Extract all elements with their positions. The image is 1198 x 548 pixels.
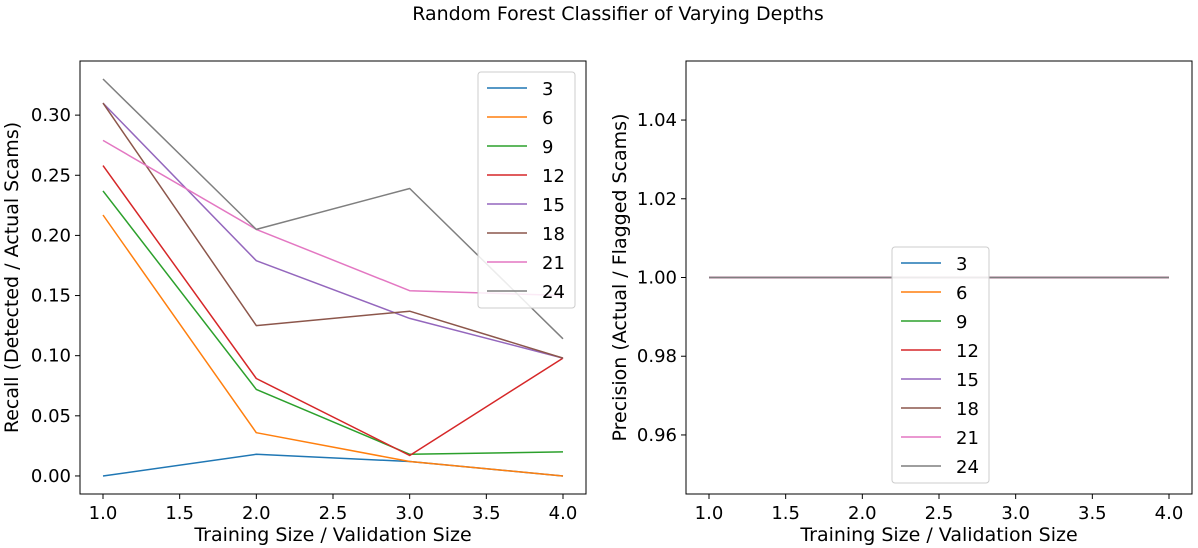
precision-xtick-label: 1.5 bbox=[771, 503, 800, 524]
precision-legend: 3 6 9 12 15 18 21 24 bbox=[891, 246, 990, 484]
precision-legend-label-21: 21 bbox=[956, 428, 979, 449]
precision-legend-label-24: 24 bbox=[956, 457, 979, 478]
precision-legend-label-9: 9 bbox=[956, 312, 967, 333]
precision-xtick-label: 2.0 bbox=[848, 503, 877, 524]
precision-legend-label-15: 15 bbox=[956, 370, 979, 391]
recall-legend-label-21: 21 bbox=[542, 253, 565, 274]
recall-series-line-3 bbox=[102, 453, 564, 477]
recall-series-group bbox=[102, 78, 564, 477]
recall-legend-label-9: 9 bbox=[542, 137, 553, 158]
recall-chart: 1.0 1.5 2.0 2.5 3.0 3.5 4.0 0.00 0.05 0.10 0.15 0.2… bbox=[1, 60, 587, 546]
recall-ytick-label: 0.00 bbox=[31, 466, 71, 487]
recall-xtick-label: 3.0 bbox=[395, 503, 424, 524]
recall-legend-label-6: 6 bbox=[542, 108, 553, 129]
recall-legend-label-24: 24 bbox=[542, 282, 565, 303]
recall-xtick-label: 4.0 bbox=[549, 503, 578, 524]
recall-ytick-label: 0.25 bbox=[31, 165, 71, 186]
precision-ytick-label: 0.96 bbox=[637, 425, 677, 446]
recall-legend: 3 6 9 12 15 18 21 24 bbox=[477, 71, 576, 309]
recall-series-line-15 bbox=[102, 102, 564, 359]
precision-xtick-label: 3.0 bbox=[1001, 503, 1030, 524]
precision-xtick-label: 1.0 bbox=[695, 503, 724, 524]
precision-ytick-label: 1.04 bbox=[637, 110, 677, 131]
recall-xtick-label: 3.5 bbox=[472, 503, 501, 524]
precision-legend-label-18: 18 bbox=[956, 399, 979, 420]
recall-xlabel: Training Size / Validation Size bbox=[193, 524, 471, 546]
precision-chart: 1.0 1.5 2.0 2.5 3.0 3.5 4.0 0.96 0.98 1.00 1.02 1.0… bbox=[609, 60, 1193, 546]
recall-xtick-label: 1.5 bbox=[165, 503, 194, 524]
recall-ytick-label: 0.20 bbox=[31, 225, 71, 246]
recall-xtick-label: 2.5 bbox=[319, 503, 348, 524]
precision-legend-box bbox=[891, 246, 990, 484]
precision-ytick-label: 1.00 bbox=[637, 268, 677, 289]
recall-ytick-label: 0.30 bbox=[31, 105, 71, 126]
recall-series-line-6 bbox=[102, 214, 564, 477]
precision-ytick-label: 0.98 bbox=[637, 346, 677, 367]
recall-xtick-label: 1.0 bbox=[89, 503, 118, 524]
precision-ytick-label: 1.02 bbox=[637, 189, 677, 210]
recall-legend-label-15: 15 bbox=[542, 195, 565, 216]
recall-legend-label-3: 3 bbox=[542, 79, 553, 100]
recall-legend-label-12: 12 bbox=[542, 166, 565, 187]
precision-legend-label-12: 12 bbox=[956, 341, 979, 362]
precision-legend-label-6: 6 bbox=[956, 283, 967, 304]
recall-legend-label-18: 18 bbox=[542, 224, 565, 245]
recall-ytick-label: 0.10 bbox=[31, 346, 71, 367]
recall-ytick-label: 0.05 bbox=[31, 406, 71, 427]
recall-ylabel: Recall (Detected / Actual Scams) bbox=[1, 122, 23, 433]
precision-xtick-label: 2.5 bbox=[925, 503, 954, 524]
recall-legend-box bbox=[477, 71, 576, 309]
recall-series-line-18 bbox=[102, 102, 564, 359]
precision-xtick-label: 3.5 bbox=[1078, 503, 1107, 524]
precision-xtick-label: 4.0 bbox=[1155, 503, 1184, 524]
precision-legend-label-3: 3 bbox=[956, 254, 967, 275]
precision-ylabel: Precision (Actual / Flagged Scams) bbox=[609, 114, 631, 442]
recall-ytick-label: 0.15 bbox=[31, 286, 71, 307]
recall-series-line-12 bbox=[102, 165, 564, 457]
precision-xlabel: Training Size / Validation Size bbox=[799, 524, 1077, 546]
recall-series-line-9 bbox=[102, 190, 564, 456]
recall-xtick-label: 2.0 bbox=[242, 503, 271, 524]
figure-title: Random Forest Classifier of Varying Dept… bbox=[412, 3, 824, 25]
